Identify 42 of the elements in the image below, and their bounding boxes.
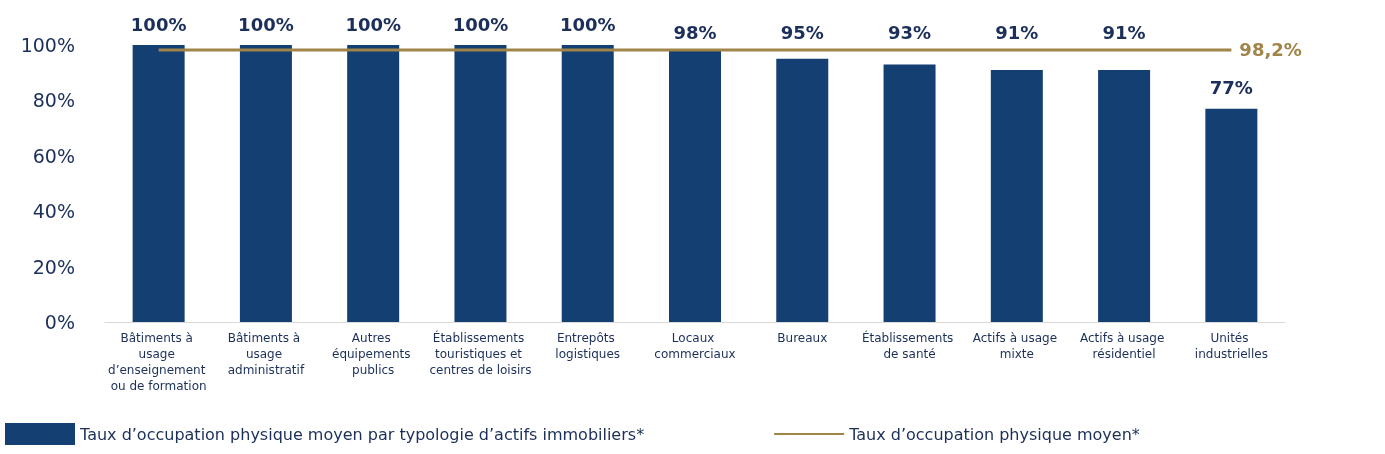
x-tick-label: Bâtiments à usage administratif (227, 331, 305, 377)
bar (1098, 69, 1151, 322)
data-label: 77% (1209, 77, 1253, 99)
x-tick-label: Établissements touristiques et centres de loisirs (429, 330, 532, 377)
data-label: 100% (130, 13, 187, 35)
legend-label: Taux d’occupation physique moyen* (848, 424, 1140, 444)
y-tick-label: 80% (32, 89, 75, 112)
bar (776, 58, 829, 322)
data-label: 91% (995, 22, 1039, 44)
y-tick-label: 60% (32, 144, 75, 167)
x-tick-label: Entrepôts logistiques (555, 331, 621, 361)
x-tick-label: Autres équipements publics (331, 331, 415, 377)
data-label: 91% (1102, 22, 1146, 44)
y-tick-label: 0% (44, 311, 75, 333)
bar (669, 50, 721, 322)
bar (1205, 108, 1258, 322)
bar (990, 69, 1043, 322)
data-label: 98% (673, 22, 717, 44)
data-label: 100% (345, 13, 401, 35)
bar (561, 45, 614, 322)
y-tick-label: 20% (32, 255, 75, 278)
bar (239, 45, 292, 322)
x-tick-label: Locaux commerciaux (654, 331, 736, 361)
bar (454, 45, 507, 322)
x-tick-label: Unités industrielles (1194, 331, 1268, 361)
x-tick-label: Actifs à usage résidentiel (1080, 331, 1169, 361)
y-tick-label: 40% (32, 200, 75, 223)
bar (883, 64, 936, 322)
x-tick-label: Bureaux (777, 331, 828, 345)
data-label: 98,2% (1239, 39, 1302, 61)
data-label: 100% (238, 13, 294, 35)
data-label: 100% (452, 13, 509, 35)
data-label: 100% (559, 13, 616, 35)
bar (132, 45, 185, 322)
data-label: 93% (888, 22, 932, 44)
x-tick-label: Bâtiments à usage d’enseignement ou de formation (108, 331, 210, 393)
legend-label: Taux d’occupation physique moyen par typologie d’actifs immobiliers* (79, 424, 645, 444)
x-tick-label: Actifs à usage mixte (972, 331, 1061, 361)
x-tick-label: Établissements de santé (861, 330, 958, 361)
bar (347, 45, 400, 322)
data-label: 95% (780, 22, 824, 44)
y-tick-label: 100% (20, 34, 75, 56)
